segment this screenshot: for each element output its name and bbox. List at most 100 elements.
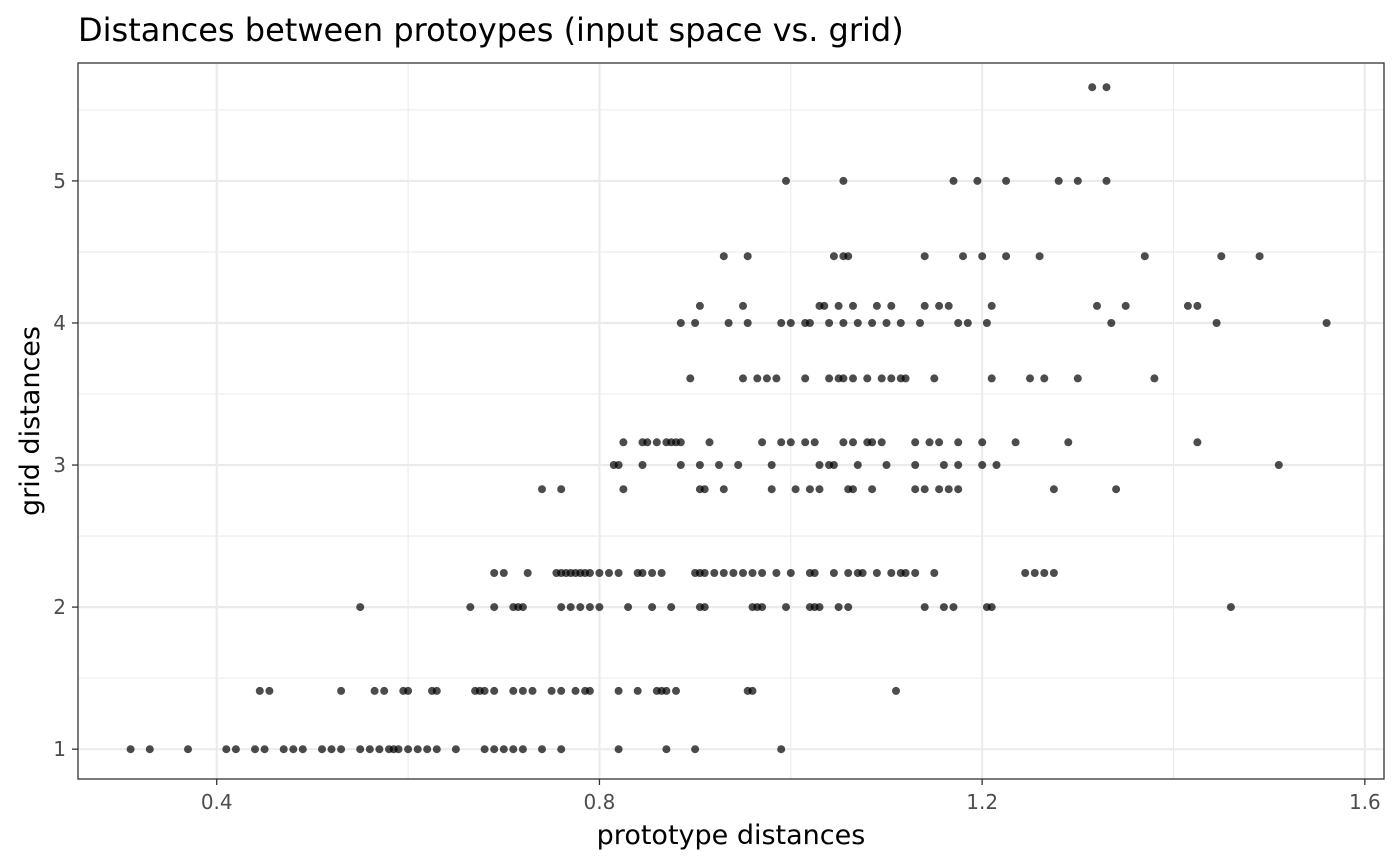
data-point [748, 686, 757, 695]
data-point [939, 603, 948, 612]
data-point [566, 603, 575, 612]
data-point [1030, 569, 1039, 577]
data-point [337, 745, 346, 754]
data-point [729, 569, 738, 577]
data-point [700, 569, 709, 577]
data-point [490, 686, 499, 695]
data-point [1102, 83, 1111, 92]
data-point [523, 569, 532, 577]
data-point [251, 745, 259, 754]
data-point [657, 569, 666, 577]
data-point [667, 603, 676, 612]
data-point [1121, 301, 1130, 310]
data-point [1226, 603, 1235, 612]
data-point [844, 252, 853, 261]
data-point [571, 686, 580, 695]
data-point [1021, 569, 1030, 577]
data-point [298, 745, 307, 754]
data-point [849, 485, 857, 494]
data-point [844, 569, 853, 577]
data-point [786, 569, 795, 577]
data-point [978, 438, 987, 447]
data-point [676, 319, 685, 327]
data-point [925, 438, 934, 447]
data-point [719, 485, 728, 494]
data-point [901, 374, 910, 383]
data-point [356, 745, 365, 754]
data-point [614, 461, 623, 469]
data-point [801, 438, 810, 447]
data-point [404, 745, 413, 754]
data-point [868, 485, 877, 494]
data-point [1049, 485, 1058, 494]
data-point [853, 461, 862, 469]
y-tick-label: 5 [53, 169, 66, 193]
data-point [739, 374, 747, 383]
y-tick-label: 2 [53, 595, 66, 619]
data-point [499, 569, 508, 577]
data-point [777, 319, 786, 327]
data-point [638, 461, 647, 469]
data-point [260, 745, 269, 754]
data-point [490, 603, 499, 612]
data-point [614, 745, 623, 754]
data-point [868, 319, 877, 327]
data-point [480, 686, 489, 695]
data-point [662, 745, 671, 754]
data-point [557, 686, 566, 695]
data-point [762, 374, 771, 383]
data-point [959, 252, 967, 261]
data-point [1112, 485, 1121, 494]
data-point [557, 603, 566, 612]
data-point [1193, 438, 1202, 447]
data-point [1102, 176, 1111, 185]
data-point [987, 603, 996, 612]
data-point [1035, 252, 1044, 261]
grid-lines [78, 63, 1384, 779]
data-point [1040, 569, 1049, 577]
data-point [413, 745, 422, 754]
data-point [882, 461, 891, 469]
data-point [949, 176, 958, 185]
data-point [365, 745, 374, 754]
data-point [982, 319, 991, 327]
data-point [978, 252, 987, 261]
data-point [595, 603, 604, 612]
data-point [509, 686, 518, 695]
data-point [868, 438, 877, 447]
data-point [423, 745, 432, 754]
data-point [691, 319, 700, 327]
data-point [279, 745, 288, 754]
y-tick-label: 4 [53, 311, 66, 335]
data-point [394, 745, 403, 754]
data-point [810, 438, 819, 447]
data-point [954, 319, 963, 327]
data-point [700, 603, 709, 612]
data-point [877, 438, 886, 447]
data-point [739, 301, 747, 310]
data-point [638, 569, 647, 577]
data-point [337, 686, 346, 695]
data-point [1040, 374, 1049, 383]
data-point [1002, 252, 1011, 261]
data-point [1212, 319, 1221, 327]
data-point [973, 176, 982, 185]
data-point [676, 461, 685, 469]
data-point [839, 319, 848, 327]
data-point [1073, 374, 1082, 383]
data-point [791, 485, 800, 494]
data-point [695, 301, 704, 310]
data-point [648, 603, 657, 612]
data-point [375, 745, 384, 754]
data-point [810, 569, 819, 577]
y-tick-label: 1 [53, 737, 66, 761]
data-point [954, 485, 963, 494]
data-point [786, 319, 795, 327]
data-point [944, 301, 953, 310]
data-point [758, 569, 767, 577]
data-point [834, 301, 843, 310]
data-point [1322, 319, 1331, 327]
data-point [820, 301, 829, 310]
data-point [585, 569, 594, 577]
